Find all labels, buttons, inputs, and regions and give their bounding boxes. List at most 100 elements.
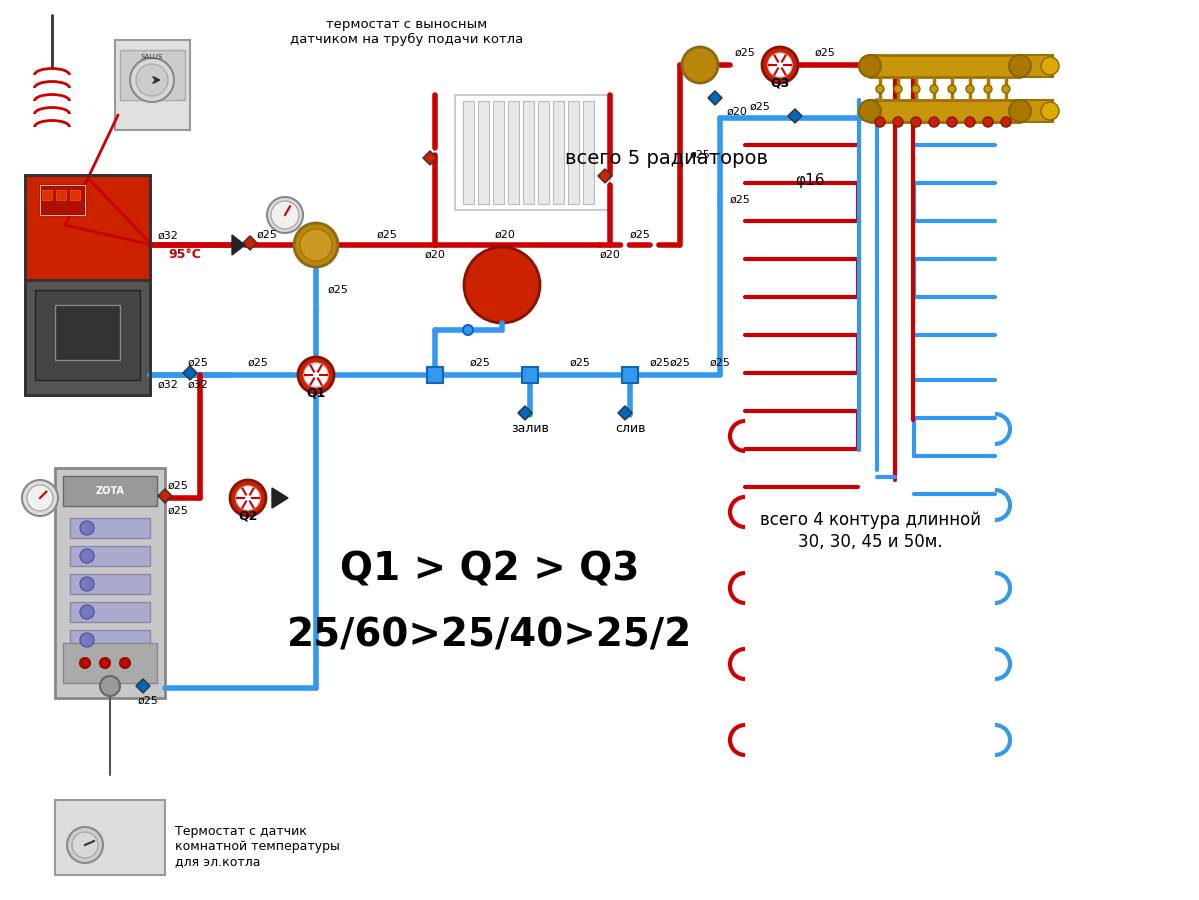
Circle shape <box>236 486 260 510</box>
Bar <box>25 175 150 395</box>
Circle shape <box>464 247 540 323</box>
Bar <box>25 280 150 395</box>
Bar <box>508 101 519 204</box>
Bar <box>1018 55 1053 77</box>
Circle shape <box>271 201 299 229</box>
Bar <box>522 367 538 383</box>
Circle shape <box>948 85 956 93</box>
Circle shape <box>299 357 335 393</box>
Circle shape <box>1010 100 1031 122</box>
Bar <box>617 406 632 420</box>
Bar <box>454 95 610 210</box>
Bar <box>538 101 549 204</box>
Text: φ16: φ16 <box>795 173 825 187</box>
Text: Термостат с датчик
комнатной температуры
для эл.котла: Термостат с датчик комнатной температуры… <box>175 825 339 868</box>
Text: ø20: ø20 <box>727 107 748 117</box>
Text: ø25: ø25 <box>247 358 269 368</box>
Bar <box>493 101 504 204</box>
Circle shape <box>930 85 938 93</box>
Text: 25/60>25/40>25/2: 25/60>25/40>25/2 <box>288 616 693 654</box>
Text: ø25: ø25 <box>329 285 349 295</box>
Circle shape <box>763 47 799 83</box>
Circle shape <box>129 58 174 102</box>
Circle shape <box>300 229 332 261</box>
Text: Q1 > Q2 > Q3: Q1 > Q2 > Q3 <box>341 551 640 589</box>
Circle shape <box>1041 57 1059 75</box>
Text: всего 4 контура длинной: всего 4 контура длинной <box>759 511 981 529</box>
Circle shape <box>80 577 94 591</box>
Text: всего 5 радиаторов: всего 5 радиаторов <box>565 148 769 167</box>
Circle shape <box>894 85 902 93</box>
Text: Q3: Q3 <box>771 76 790 89</box>
Circle shape <box>230 480 266 516</box>
Bar <box>55 305 120 360</box>
Polygon shape <box>231 235 245 255</box>
Bar <box>423 151 438 165</box>
Text: ø20: ø20 <box>494 230 516 240</box>
Text: ø25: ø25 <box>168 481 188 491</box>
Bar <box>518 406 532 420</box>
Circle shape <box>80 658 90 668</box>
Bar <box>158 489 173 503</box>
Bar <box>427 367 442 383</box>
Circle shape <box>858 100 881 122</box>
Text: ø25: ø25 <box>257 230 277 240</box>
Bar <box>115 40 189 130</box>
Bar <box>64 476 157 506</box>
Bar <box>55 468 165 698</box>
Bar <box>70 602 150 622</box>
Circle shape <box>893 117 903 127</box>
Circle shape <box>72 832 98 858</box>
Text: ø25: ø25 <box>570 358 590 368</box>
Circle shape <box>929 117 939 127</box>
Circle shape <box>1002 85 1010 93</box>
Bar <box>243 236 257 250</box>
Circle shape <box>858 55 881 77</box>
Bar <box>870 55 1020 77</box>
Bar <box>583 101 594 204</box>
Text: слив: слив <box>615 421 645 435</box>
Text: ø25: ø25 <box>735 48 755 58</box>
Text: ø25: ø25 <box>689 150 711 160</box>
Circle shape <box>463 325 472 335</box>
Bar <box>40 185 85 215</box>
Circle shape <box>120 658 129 668</box>
Circle shape <box>1041 102 1059 120</box>
Bar <box>70 574 150 594</box>
Bar <box>40 185 85 215</box>
Bar <box>870 100 1020 122</box>
Circle shape <box>305 363 329 387</box>
Bar <box>788 109 802 123</box>
Bar <box>568 101 579 204</box>
Text: ø25: ø25 <box>669 358 691 368</box>
Text: ø32: ø32 <box>157 231 179 241</box>
Circle shape <box>947 117 957 127</box>
Circle shape <box>965 117 975 127</box>
Bar <box>70 630 150 650</box>
Text: ø25: ø25 <box>730 195 751 205</box>
Bar <box>523 101 534 204</box>
Bar <box>55 800 165 875</box>
Text: Q2: Q2 <box>239 509 258 523</box>
Bar <box>1018 100 1053 122</box>
Bar <box>70 518 150 538</box>
Bar <box>553 101 564 204</box>
Circle shape <box>80 521 94 535</box>
Circle shape <box>911 117 921 127</box>
Text: ø25: ø25 <box>749 102 771 112</box>
Bar <box>183 366 197 380</box>
Text: ø20: ø20 <box>600 250 620 260</box>
Circle shape <box>100 658 110 668</box>
Bar <box>35 290 140 380</box>
Bar <box>25 175 150 280</box>
Bar <box>64 643 157 683</box>
Circle shape <box>875 117 885 127</box>
Text: ø25: ø25 <box>814 48 836 58</box>
Text: термостат с выносным
датчиком на трубу подачи котла: термостат с выносным датчиком на трубу п… <box>290 18 523 46</box>
Text: ø25: ø25 <box>376 230 397 240</box>
Circle shape <box>80 605 94 619</box>
Circle shape <box>100 676 120 696</box>
Text: ø25: ø25 <box>629 230 650 240</box>
Bar <box>56 190 66 200</box>
Circle shape <box>983 117 993 127</box>
